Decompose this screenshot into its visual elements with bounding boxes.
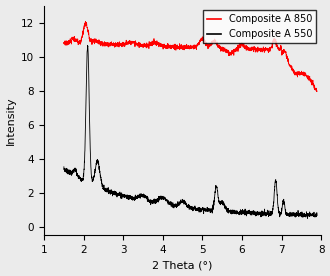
Composite A 550: [306, 217, 310, 220]
Legend: Composite A 850, Composite A 550: Composite A 850, Composite A 550: [203, 10, 316, 43]
Composite A 850: [261, 48, 265, 51]
Composite A 850: [315, 89, 319, 93]
Line: Composite A 550: Composite A 550: [64, 45, 317, 218]
Composite A 550: [62, 165, 66, 168]
X-axis label: 2 Theta (°): 2 Theta (°): [152, 261, 213, 270]
Composite A 850: [62, 41, 66, 45]
Composite A 550: [179, 200, 182, 203]
Composite A 850: [308, 77, 312, 80]
Composite A 850: [308, 79, 312, 82]
Composite A 850: [314, 90, 318, 93]
Composite A 550: [261, 213, 265, 216]
Line: Composite A 850: Composite A 850: [64, 22, 317, 92]
Composite A 550: [308, 214, 312, 218]
Composite A 850: [185, 46, 189, 49]
Y-axis label: Intensity: Intensity: [6, 96, 16, 145]
Composite A 850: [75, 39, 79, 43]
Composite A 550: [308, 213, 312, 216]
Composite A 550: [75, 171, 79, 175]
Composite A 550: [85, 44, 89, 47]
Composite A 550: [185, 206, 189, 209]
Composite A 850: [83, 20, 87, 23]
Composite A 850: [179, 44, 182, 47]
Composite A 550: [315, 214, 319, 217]
